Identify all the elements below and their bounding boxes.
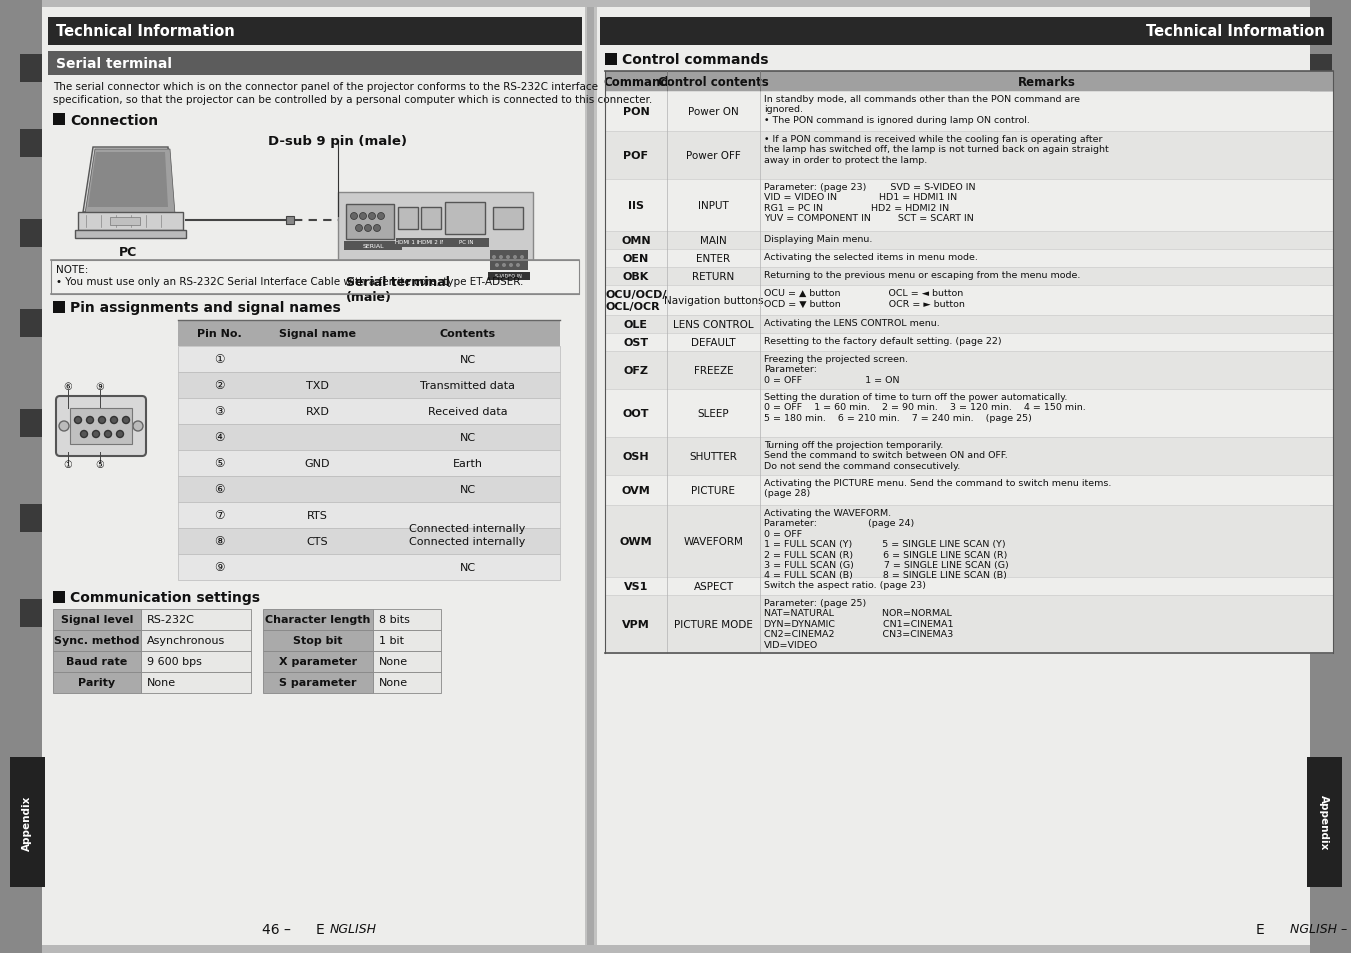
- Circle shape: [499, 255, 503, 260]
- Text: S-VIDEO IN: S-VIDEO IN: [494, 274, 521, 279]
- Bar: [605, 352, 1333, 390]
- Text: Activating the selected items in menu mode.: Activating the selected items in menu mo…: [765, 253, 978, 262]
- Text: WAVEFORM: WAVEFORM: [684, 537, 743, 546]
- Bar: [444, 203, 485, 234]
- Circle shape: [116, 431, 123, 438]
- Text: S parameter: S parameter: [280, 678, 357, 688]
- Polygon shape: [82, 148, 173, 213]
- Text: Signal level: Signal level: [61, 615, 134, 625]
- Text: Navigation buttons: Navigation buttons: [663, 295, 763, 306]
- Text: OVM: OVM: [621, 485, 650, 496]
- Circle shape: [365, 225, 372, 233]
- Bar: [422, 208, 440, 230]
- Text: Resetting to the factory default setting. (page 22): Resetting to the factory default setting…: [765, 336, 1001, 346]
- Text: D-sub 9 pin (male): D-sub 9 pin (male): [269, 135, 408, 149]
- Bar: [49, 52, 582, 76]
- Bar: [605, 286, 1333, 315]
- Text: None: None: [380, 678, 408, 688]
- Text: ⑨: ⑨: [96, 381, 104, 392]
- Text: Signal name: Signal name: [280, 329, 357, 338]
- Text: OCU = ▲ button                OCL = ◄ button
OCD = ▼ button                OCR =: OCU = ▲ button OCL = ◄ button OCD = ▼ bu…: [765, 289, 965, 308]
- Bar: [605, 54, 617, 66]
- Text: VPM: VPM: [621, 619, 650, 629]
- Circle shape: [86, 417, 93, 424]
- Bar: [53, 651, 141, 672]
- Text: Appendix: Appendix: [22, 795, 32, 850]
- Text: SHUTTER: SHUTTER: [689, 452, 738, 461]
- Text: Control contents: Control contents: [658, 75, 769, 89]
- Bar: [0, 0, 42, 953]
- Text: Remarks: Remarks: [1017, 75, 1075, 89]
- Circle shape: [503, 264, 507, 268]
- Circle shape: [99, 417, 105, 424]
- Text: Transmitted data: Transmitted data: [420, 380, 515, 391]
- Text: ⑤: ⑤: [96, 459, 104, 470]
- Text: Serial terminal
(male): Serial terminal (male): [346, 275, 450, 304]
- Bar: [20, 410, 42, 437]
- Text: Turning off the projection temporarily.
Send the command to switch between ON an: Turning off the projection temporarily. …: [765, 440, 1008, 471]
- Bar: [263, 672, 373, 693]
- Bar: [20, 504, 42, 533]
- Text: OOT: OOT: [623, 409, 650, 418]
- Circle shape: [513, 255, 517, 260]
- Text: NC: NC: [459, 562, 476, 573]
- Text: Activating the PICTURE menu. Send the command to switch menu items.
(page 28): Activating the PICTURE menu. Send the co…: [765, 478, 1112, 497]
- Text: Freezing the projected screen.
Parameter:
0 = OFF                     1 = ON: Freezing the projected screen. Parameter…: [765, 355, 908, 384]
- Text: NC: NC: [459, 355, 476, 365]
- Bar: [600, 18, 1332, 46]
- Bar: [396, 239, 422, 248]
- Bar: [605, 334, 1333, 352]
- Text: Pin No.: Pin No.: [197, 329, 242, 338]
- Bar: [1310, 410, 1332, 437]
- Bar: [605, 132, 1333, 180]
- Bar: [345, 242, 403, 251]
- Bar: [493, 208, 523, 230]
- Circle shape: [494, 264, 499, 268]
- Bar: [20, 220, 42, 248]
- Bar: [49, 18, 582, 46]
- Text: Earth: Earth: [453, 458, 482, 469]
- Text: OBK: OBK: [623, 272, 648, 282]
- Text: NC: NC: [459, 484, 476, 495]
- Bar: [1310, 220, 1332, 248]
- Text: GND: GND: [305, 458, 330, 469]
- Bar: [605, 596, 1333, 654]
- Text: NC: NC: [459, 433, 476, 442]
- Text: LENS CONTROL: LENS CONTROL: [673, 319, 754, 330]
- Text: OWM: OWM: [620, 537, 653, 546]
- Text: Returning to the previous menu or escaping from the menu mode.: Returning to the previous menu or escapi…: [765, 271, 1081, 280]
- Text: ①: ①: [213, 354, 224, 366]
- Bar: [443, 239, 489, 248]
- Text: Activating the WAVEFORM.
Parameter:                 (page 24)
0 = OFF
1 = FULL S: Activating the WAVEFORM. Parameter: (pag…: [765, 509, 1009, 579]
- Bar: [605, 180, 1333, 232]
- Bar: [419, 239, 444, 248]
- Text: DEFAULT: DEFAULT: [692, 337, 736, 348]
- Bar: [1310, 504, 1332, 533]
- Text: ④: ④: [213, 431, 224, 444]
- Text: PC: PC: [119, 246, 136, 258]
- Bar: [605, 232, 1333, 250]
- Text: Connection: Connection: [70, 113, 158, 128]
- Bar: [263, 609, 373, 630]
- Bar: [20, 55, 42, 83]
- Text: OCU/OCD/
OCL/OCR: OCU/OCD/ OCL/OCR: [605, 290, 667, 312]
- Text: FREEZE: FREEZE: [693, 366, 734, 375]
- Text: RTS: RTS: [307, 511, 328, 520]
- Bar: [9, 758, 45, 887]
- Text: HDMI 1 IN: HDMI 1 IN: [396, 240, 423, 245]
- Bar: [141, 609, 251, 630]
- Text: Received data: Received data: [428, 407, 508, 416]
- Circle shape: [377, 213, 385, 220]
- Bar: [346, 205, 394, 240]
- Text: Communication settings: Communication settings: [70, 590, 259, 604]
- Bar: [53, 113, 65, 126]
- Text: VS1: VS1: [624, 581, 648, 592]
- Text: OLE: OLE: [624, 319, 648, 330]
- Bar: [373, 672, 440, 693]
- Text: 9 600 bps: 9 600 bps: [147, 657, 201, 667]
- Circle shape: [373, 225, 381, 233]
- Text: OST: OST: [623, 337, 648, 348]
- Text: MAIN: MAIN: [700, 235, 727, 246]
- Text: TXD: TXD: [307, 380, 328, 391]
- Text: 8 bits: 8 bits: [380, 615, 409, 625]
